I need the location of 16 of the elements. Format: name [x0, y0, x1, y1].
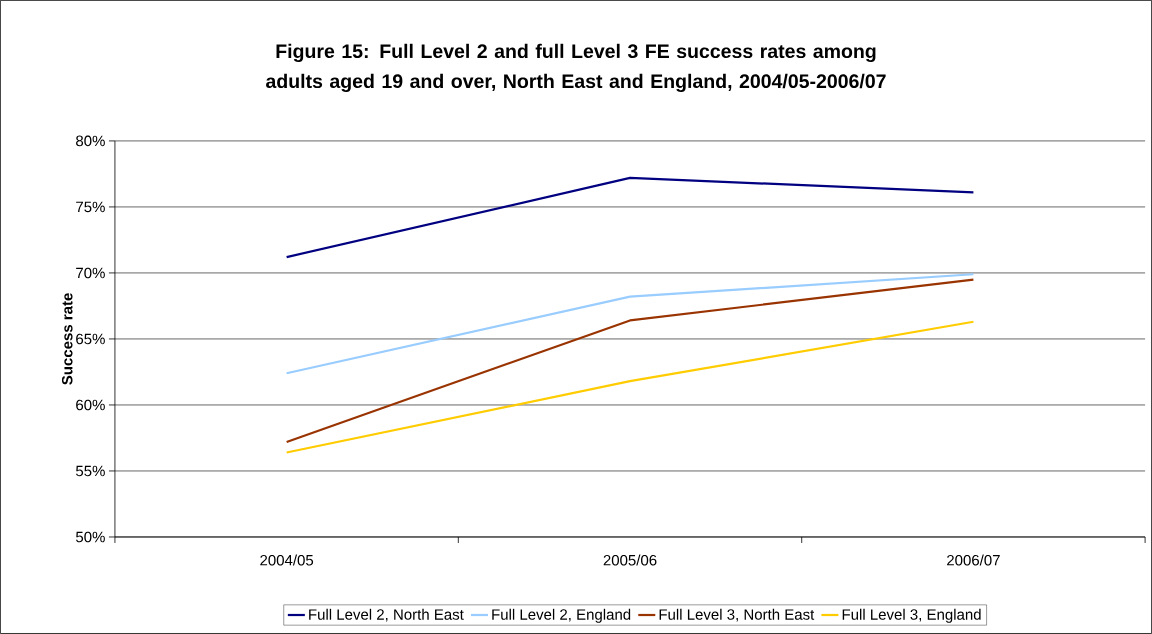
- chart-title: Figure 15: Full Level 2 and full Level 3 FE success rates among adults aged 19 and over, North East and England, 2004/05-2006/07: [266, 43, 886, 93]
- y-tick-label: 55%: [75, 465, 105, 477]
- y-tick-label: 50%: [75, 531, 105, 543]
- y-tick-label: 60%: [76, 399, 105, 411]
- legend-label: Full Level 2, England: [492, 608, 631, 623]
- legend-label: Full Level 3, North East: [659, 608, 815, 622]
- x-tick-label: 2006/07: [947, 554, 1000, 566]
- x-tick-label: 2005/06: [603, 554, 657, 566]
- y-axis-title: Success rate: [61, 293, 73, 385]
- y-tick-label: 65%: [76, 333, 105, 345]
- y-tick-label: 80%: [76, 135, 105, 147]
- y-tick-label: 70%: [76, 267, 105, 279]
- legend-label: Full Level 2, North East: [309, 608, 464, 622]
- legend-label: Full Level 3, England: [842, 608, 981, 623]
- y-tick-label: 75%: [76, 201, 105, 213]
- x-tick-label: 2004/05: [260, 554, 314, 566]
